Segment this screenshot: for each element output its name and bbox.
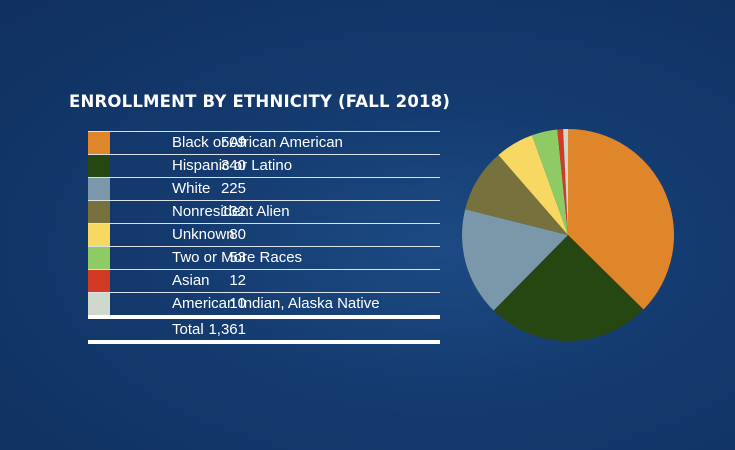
legend-value: 340 (220, 157, 246, 174)
pie-slice (568, 129, 674, 310)
legend-label: American Indian, Alaska Native (172, 295, 380, 312)
legend-row: 132 Nonresident Alien (88, 201, 440, 224)
total-value: 1,361 (208, 321, 246, 338)
legend-value: 509 (220, 134, 246, 151)
pie-slice (557, 129, 568, 235)
total-label: Total (172, 321, 204, 338)
pie-slice (462, 209, 568, 311)
legend-swatch (88, 201, 110, 223)
pie-slice (465, 154, 568, 235)
legend-swatch (88, 155, 110, 177)
pie-slice (563, 129, 568, 235)
legend-swatch (88, 224, 110, 246)
legend-swatch (88, 293, 110, 315)
legend-label: Nonresident Alien (172, 203, 290, 220)
legend-swatch (88, 270, 110, 292)
legend-row: 80 Unknown (88, 224, 440, 247)
pie-chart (462, 129, 674, 341)
legend-row: 509 Black or African American (88, 131, 440, 155)
legend-row: 12 Asian (88, 270, 440, 293)
legend-swatch (88, 178, 110, 200)
legend-label: Two or More Races (172, 249, 303, 266)
legend-swatch (88, 132, 110, 154)
pie-slice (498, 135, 568, 235)
legend-row: 53 Two or More Races (88, 247, 440, 270)
legend-row: 225 White (88, 178, 440, 201)
legend-table: 509 Black or African American 340 Hispan… (88, 131, 440, 344)
pie-slice (532, 129, 568, 235)
legend-value: 225 (220, 180, 246, 197)
legend-label: Asian (172, 272, 210, 289)
legend-label: White (172, 180, 211, 197)
total-divider (88, 315, 440, 319)
legend-value: 80 (229, 226, 246, 243)
chart-title: ENROLLMENT BY ETHNICITY (FALL 2018) (69, 92, 451, 111)
legend-row: 340 Hispanic or Latino (88, 155, 440, 178)
legend-row: 10 American Indian, Alaska Native (88, 293, 440, 315)
legend-label: Unknown (172, 226, 235, 243)
pie-slice (493, 235, 644, 341)
legend-label: Black or African American (172, 134, 343, 151)
legend-value: 53 (229, 249, 246, 266)
legend-value: 132 (220, 203, 246, 220)
total-underline (88, 340, 440, 344)
legend-label: Hispanic or Latino (172, 157, 293, 174)
legend-value: 10 (229, 295, 246, 312)
legend-swatch (88, 247, 110, 269)
total-row: 1,361 Total (88, 319, 440, 340)
legend-value: 12 (229, 272, 246, 289)
